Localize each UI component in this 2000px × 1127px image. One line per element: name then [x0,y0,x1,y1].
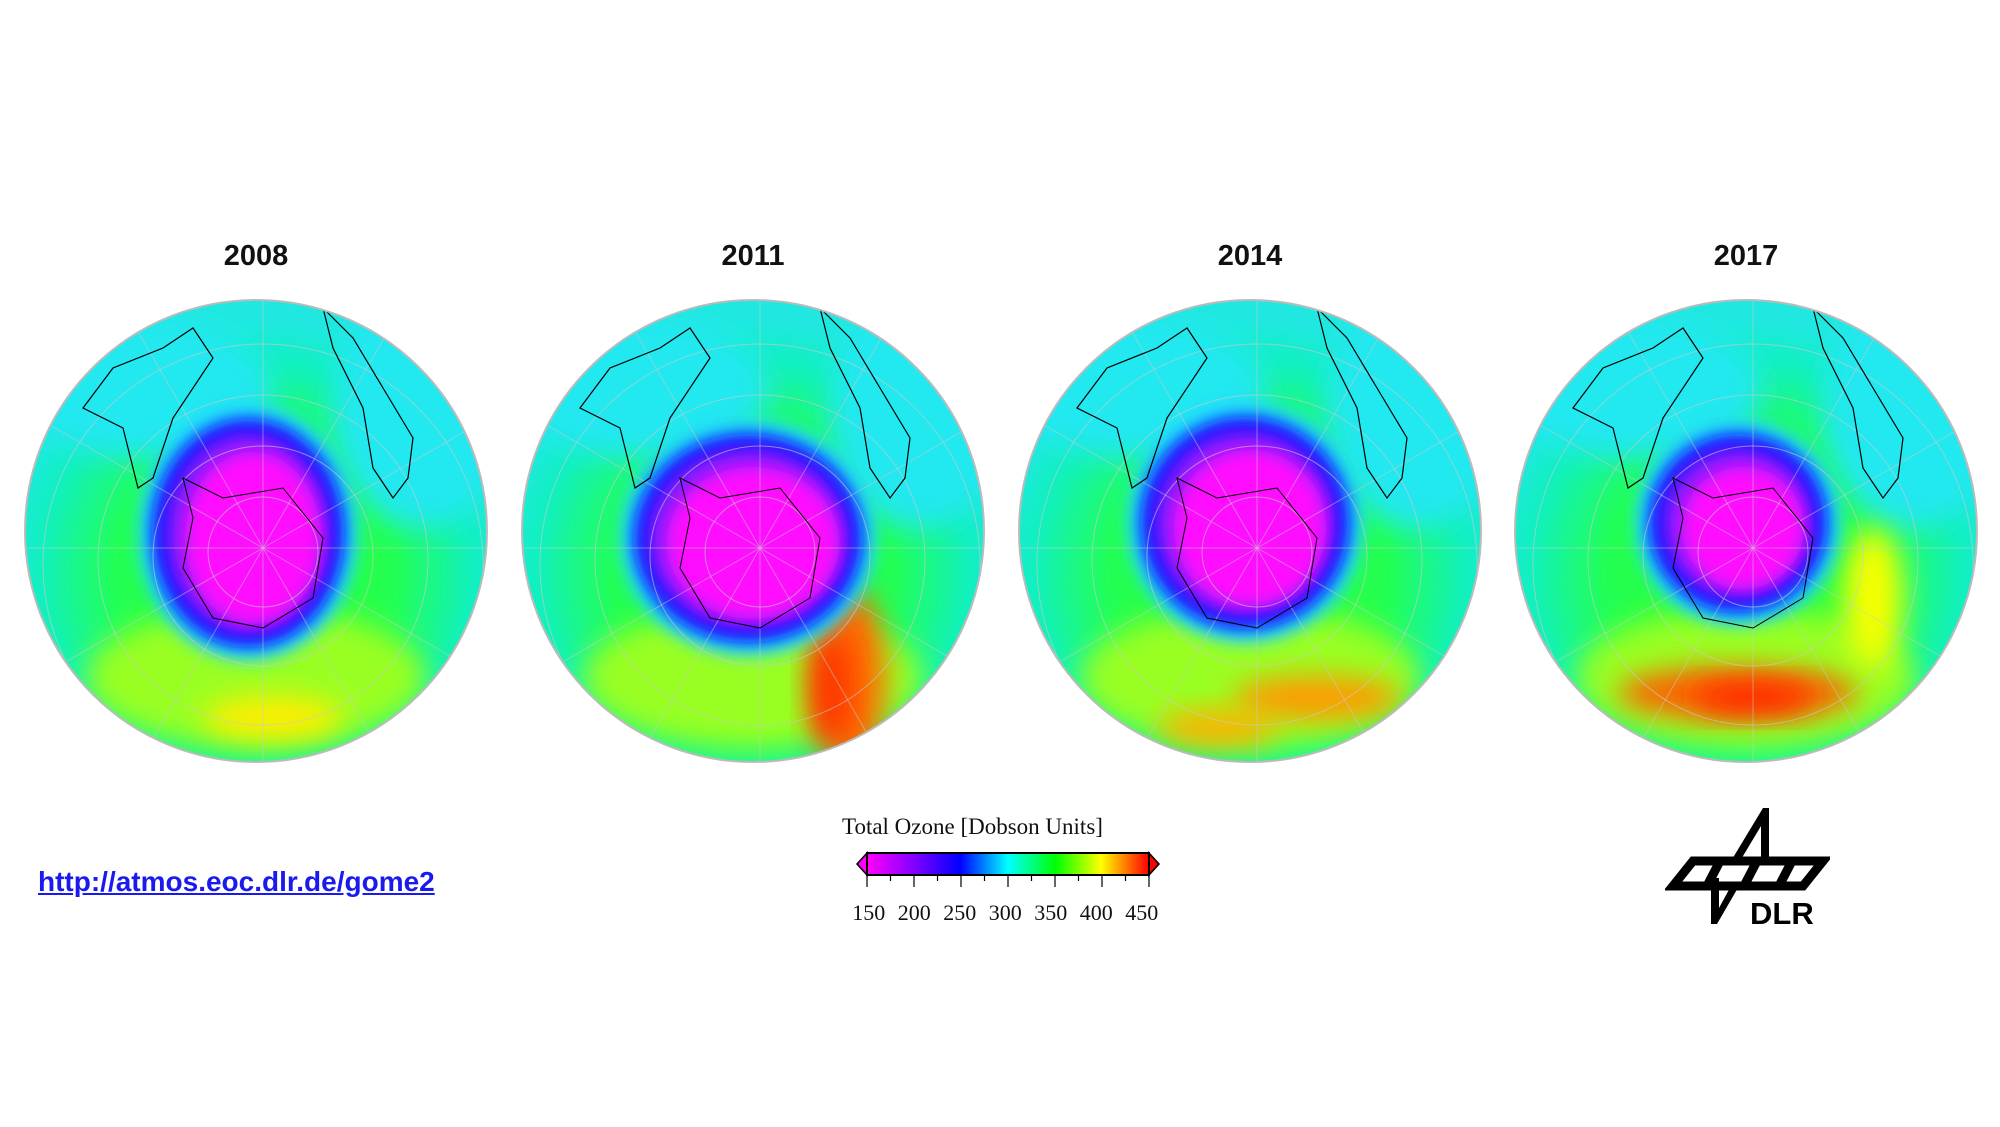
panel-title-2017: 2017 [1713,240,1779,272]
coastline-africa [321,306,414,500]
ozone-globe-2014 [1018,299,1482,763]
coastline-south-america [82,327,214,489]
ozone-globe-2011 [521,299,985,763]
colorbar-title: Total Ozone [Dobson Units] [842,814,1103,839]
colorbar-tick-label: 250 [943,900,977,925]
colorbar-min-arrow [855,851,868,877]
coastline-antarctica [182,477,324,629]
coastline-south-america [1076,327,1208,489]
colorbar-tick-label: 300 [988,900,1022,925]
dlr-logo-text: DLR [1750,896,1814,931]
ozone-globe-2008 [24,299,488,763]
colorbar-max-arrow [1148,851,1161,877]
panel-title-2008: 2008 [223,240,289,272]
colorbar-tick-label: 400 [1079,900,1113,925]
coastline-antarctica [1672,477,1814,629]
coastline-antarctica [679,477,821,629]
gome2-link[interactable]: http://atmos.eoc.dlr.de/gome2 [38,866,435,897]
coastline-africa [818,306,911,500]
coastline-africa [1811,306,1904,500]
colorbar-tick-labels: 150 200 250 300 350 400 450 [846,900,1165,926]
colorbar-tick-label: 350 [1034,900,1068,925]
colorbar-tick-label: 450 [1125,900,1159,925]
dlr-logo [1665,808,1830,924]
coastline-south-america [1572,327,1704,489]
coastline-south-america [579,327,711,489]
coastline-antarctica [1176,477,1318,629]
panel-title-2014: 2014 [1217,240,1283,272]
colorbar-tick-label: 150 [852,900,886,925]
coastline-africa [1315,306,1408,500]
panel-title-2011: 2011 [721,240,785,272]
colorbar-gradient [866,852,1150,876]
colorbar-tick-label: 200 [897,900,931,925]
colorbar [855,851,1161,887]
ozone-globe-2017 [1514,299,1978,763]
